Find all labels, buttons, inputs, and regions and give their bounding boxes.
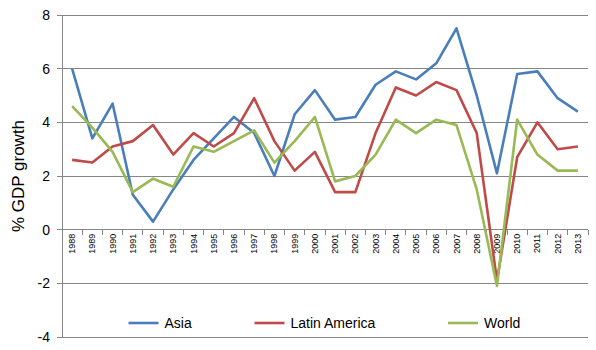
x-tick — [466, 230, 467, 235]
legend-label: World — [484, 315, 520, 331]
y-tick — [57, 176, 62, 177]
x-tick-label: 2011 — [532, 234, 542, 253]
x-tick-label: 2004 — [391, 234, 401, 254]
x-tick — [405, 230, 406, 235]
x-tick — [102, 230, 103, 235]
x-tick-label: 1999 — [290, 234, 300, 254]
x-tick-label: 2002 — [350, 234, 360, 254]
y-tick-label: 2 — [42, 168, 50, 184]
x-tick-label: 2012 — [553, 234, 563, 254]
x-tick — [122, 230, 123, 235]
x-tick — [304, 230, 305, 235]
x-tick-label: 2003 — [371, 234, 381, 254]
x-tick-label: 2005 — [411, 234, 421, 254]
x-tick-label: 1992 — [148, 234, 158, 254]
legend-label: Latin America — [291, 315, 376, 331]
y-tick — [57, 337, 62, 338]
x-tick-label: 2001 — [330, 234, 340, 254]
x-tick-label: 2010 — [512, 234, 522, 254]
x-tick-label: 1996 — [229, 234, 239, 254]
y-tick — [57, 68, 62, 69]
x-tick — [547, 230, 548, 235]
x-tick-label: 1995 — [209, 234, 219, 254]
x-tick — [163, 230, 164, 235]
grid-line — [62, 283, 588, 284]
series-line — [72, 28, 578, 221]
x-tick — [588, 230, 589, 235]
x-tick-label: 2006 — [431, 234, 441, 254]
x-tick-label: 2013 — [573, 234, 583, 254]
legend-swatch — [129, 322, 159, 325]
x-tick — [183, 230, 184, 235]
y-tick — [57, 15, 62, 16]
chart-svg: -4 -2 0 2 4 6 8 % GDP growth 1988 1989 1990 1991 199… — [0, 0, 596, 350]
grid-line — [62, 15, 588, 16]
y-tick — [57, 283, 62, 284]
x-tick — [284, 230, 285, 235]
x-tick-label: 1993 — [168, 234, 178, 254]
x-tick-label: 2008 — [472, 234, 482, 254]
y-tick-label: -4 — [38, 329, 51, 345]
x-tick-label: 1990 — [108, 234, 118, 254]
y-tick — [57, 229, 62, 230]
x-tick — [446, 230, 447, 235]
legend-swatch — [255, 322, 285, 325]
y-axis-title: % GDP growth — [9, 120, 28, 232]
x-tick — [244, 230, 245, 235]
legend-swatch — [448, 322, 478, 325]
x-tick — [142, 230, 143, 235]
x-tick — [325, 230, 326, 235]
x-tick-label: 1991 — [128, 234, 138, 254]
x-tick — [223, 230, 224, 235]
x-tick — [345, 230, 346, 235]
grid-line — [62, 337, 588, 338]
x-tick — [567, 230, 568, 235]
x-tick-label: 1988 — [67, 234, 77, 254]
grid-line — [62, 122, 588, 123]
y-tick-label: 8 — [42, 7, 50, 23]
y-tick-label: 0 — [42, 222, 50, 238]
x-tick — [62, 230, 63, 235]
grid-line — [62, 68, 588, 69]
x-tick-label: 2000 — [310, 234, 320, 254]
x-tick-label: 1997 — [249, 234, 259, 254]
x-tick-label: 1989 — [87, 234, 97, 254]
y-tick-label: 6 — [42, 61, 50, 77]
x-tick — [264, 230, 265, 235]
x-tick-label: 1994 — [189, 234, 199, 254]
x-tick-label: 2007 — [452, 234, 462, 254]
x-tick — [385, 230, 386, 235]
y-tick-label: -2 — [38, 275, 51, 291]
y-tick — [57, 122, 62, 123]
x-tick — [527, 230, 528, 235]
legend-label: Asia — [165, 315, 192, 331]
x-tick-label: 1998 — [269, 234, 279, 254]
series-group — [72, 28, 578, 286]
x-tick — [82, 230, 83, 235]
series-line — [72, 106, 578, 286]
y-axis — [62, 15, 63, 337]
x-tick — [426, 230, 427, 235]
x-tick — [507, 230, 508, 235]
x-tick — [365, 230, 366, 235]
x-tick — [203, 230, 204, 235]
chart-root: -4 -2 0 2 4 6 8 % GDP growth 1988 1989 1990 1991 199… — [0, 0, 596, 350]
y-tick-label: 4 — [42, 114, 50, 130]
